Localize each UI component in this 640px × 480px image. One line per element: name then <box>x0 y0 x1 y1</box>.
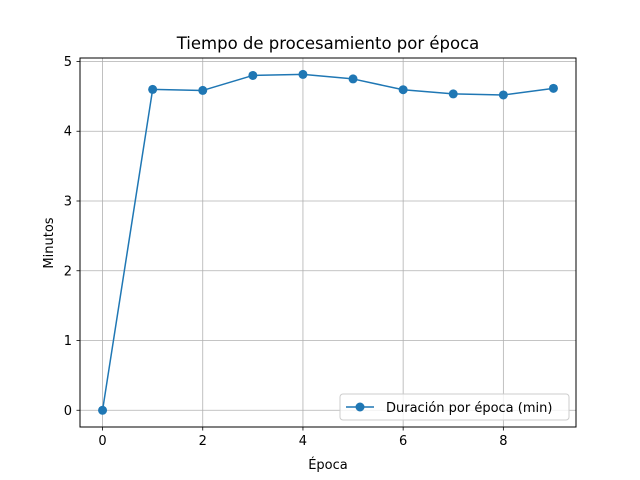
data-point <box>298 69 308 79</box>
x-tick-label: 0 <box>98 434 106 449</box>
series-line-layer <box>101 73 554 411</box>
data-point <box>198 85 208 95</box>
y-tick-label: 3 <box>64 194 72 209</box>
data-point <box>448 89 458 99</box>
y-tick-label: 0 <box>64 404 72 419</box>
y-tick-label: 2 <box>64 264 72 279</box>
legend: Duración por época (min) <box>339 393 570 421</box>
legend-label: Duración por época (min) <box>386 401 552 416</box>
ticks: 0 2 4 6 8 0 1 2 3 4 5 <box>64 55 508 449</box>
data-point <box>248 70 258 80</box>
y-tick-label: 4 <box>64 125 72 140</box>
plot-area <box>80 58 576 427</box>
data-point <box>148 84 158 94</box>
data-point <box>98 405 108 415</box>
y-axis-label: Minutos <box>42 217 57 268</box>
chart-title: Tiempo de procesamiento por época <box>176 34 480 53</box>
series-line <box>101 73 554 411</box>
axes-frame <box>79 57 577 428</box>
legend-box <box>339 393 570 421</box>
grid <box>80 58 576 427</box>
x-tick-label: 4 <box>299 434 307 449</box>
x-tick-label: 6 <box>399 434 407 449</box>
x-axis-label: Época <box>308 457 348 473</box>
series-marker-layer <box>98 69 558 415</box>
x-tick-label: 2 <box>199 434 207 449</box>
y-tick-label: 1 <box>64 334 72 349</box>
x-tick-label: 8 <box>499 434 507 449</box>
legend-marker-swatch <box>355 402 365 412</box>
data-point <box>348 74 358 84</box>
data-point <box>548 83 558 93</box>
y-tick-label: 5 <box>64 55 72 70</box>
data-point <box>398 85 408 95</box>
data-point <box>498 90 508 100</box>
